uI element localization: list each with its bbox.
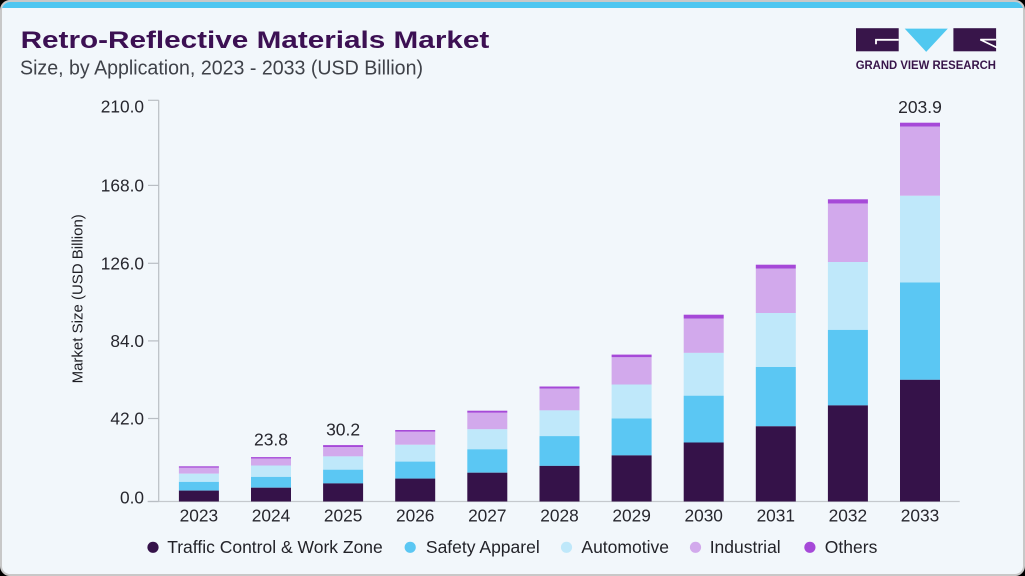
- svg-text:2026: 2026: [396, 506, 434, 526]
- svg-text:2032: 2032: [829, 506, 867, 526]
- svg-text:126.0: 126.0: [101, 254, 144, 274]
- svg-text:2027: 2027: [468, 506, 506, 526]
- svg-text:GRAND VIEW RESEARCH: GRAND VIEW RESEARCH: [856, 60, 996, 72]
- svg-text:Size, by Application, 2023 - 2: Size, by Application, 2023 - 2033 (USD B…: [20, 58, 423, 80]
- svg-text:30.2: 30.2: [326, 420, 360, 440]
- svg-text:Industrial: Industrial: [710, 537, 781, 557]
- svg-text:23.8: 23.8: [254, 430, 288, 450]
- svg-text:2033: 2033: [901, 506, 939, 526]
- svg-text:2029: 2029: [612, 506, 650, 526]
- svg-text:2030: 2030: [684, 506, 722, 526]
- svg-text:210.0: 210.0: [101, 96, 144, 116]
- svg-text:2031: 2031: [757, 506, 795, 526]
- svg-text:2024: 2024: [252, 506, 291, 526]
- svg-text:Retro-Reflective Materials Mar: Retro-Reflective Materials Market: [21, 27, 490, 54]
- svg-text:2028: 2028: [540, 506, 578, 526]
- svg-text:203.9: 203.9: [898, 97, 942, 117]
- svg-text:Traffic Control & Work Zone: Traffic Control & Work Zone: [167, 537, 383, 557]
- svg-text:Others: Others: [825, 537, 878, 557]
- svg-text:2023: 2023: [180, 506, 218, 526]
- svg-text:Automotive: Automotive: [581, 537, 669, 557]
- svg-text:Safety Apparel: Safety Apparel: [426, 537, 540, 557]
- svg-text:0.0: 0.0: [120, 488, 144, 508]
- svg-text:168.0: 168.0: [101, 176, 144, 196]
- svg-text:84.0: 84.0: [110, 331, 144, 351]
- svg-text:2025: 2025: [324, 506, 362, 526]
- svg-text:42.0: 42.0: [110, 409, 144, 429]
- svg-text:Market Size (USD Billion): Market Size (USD Billion): [70, 214, 87, 383]
